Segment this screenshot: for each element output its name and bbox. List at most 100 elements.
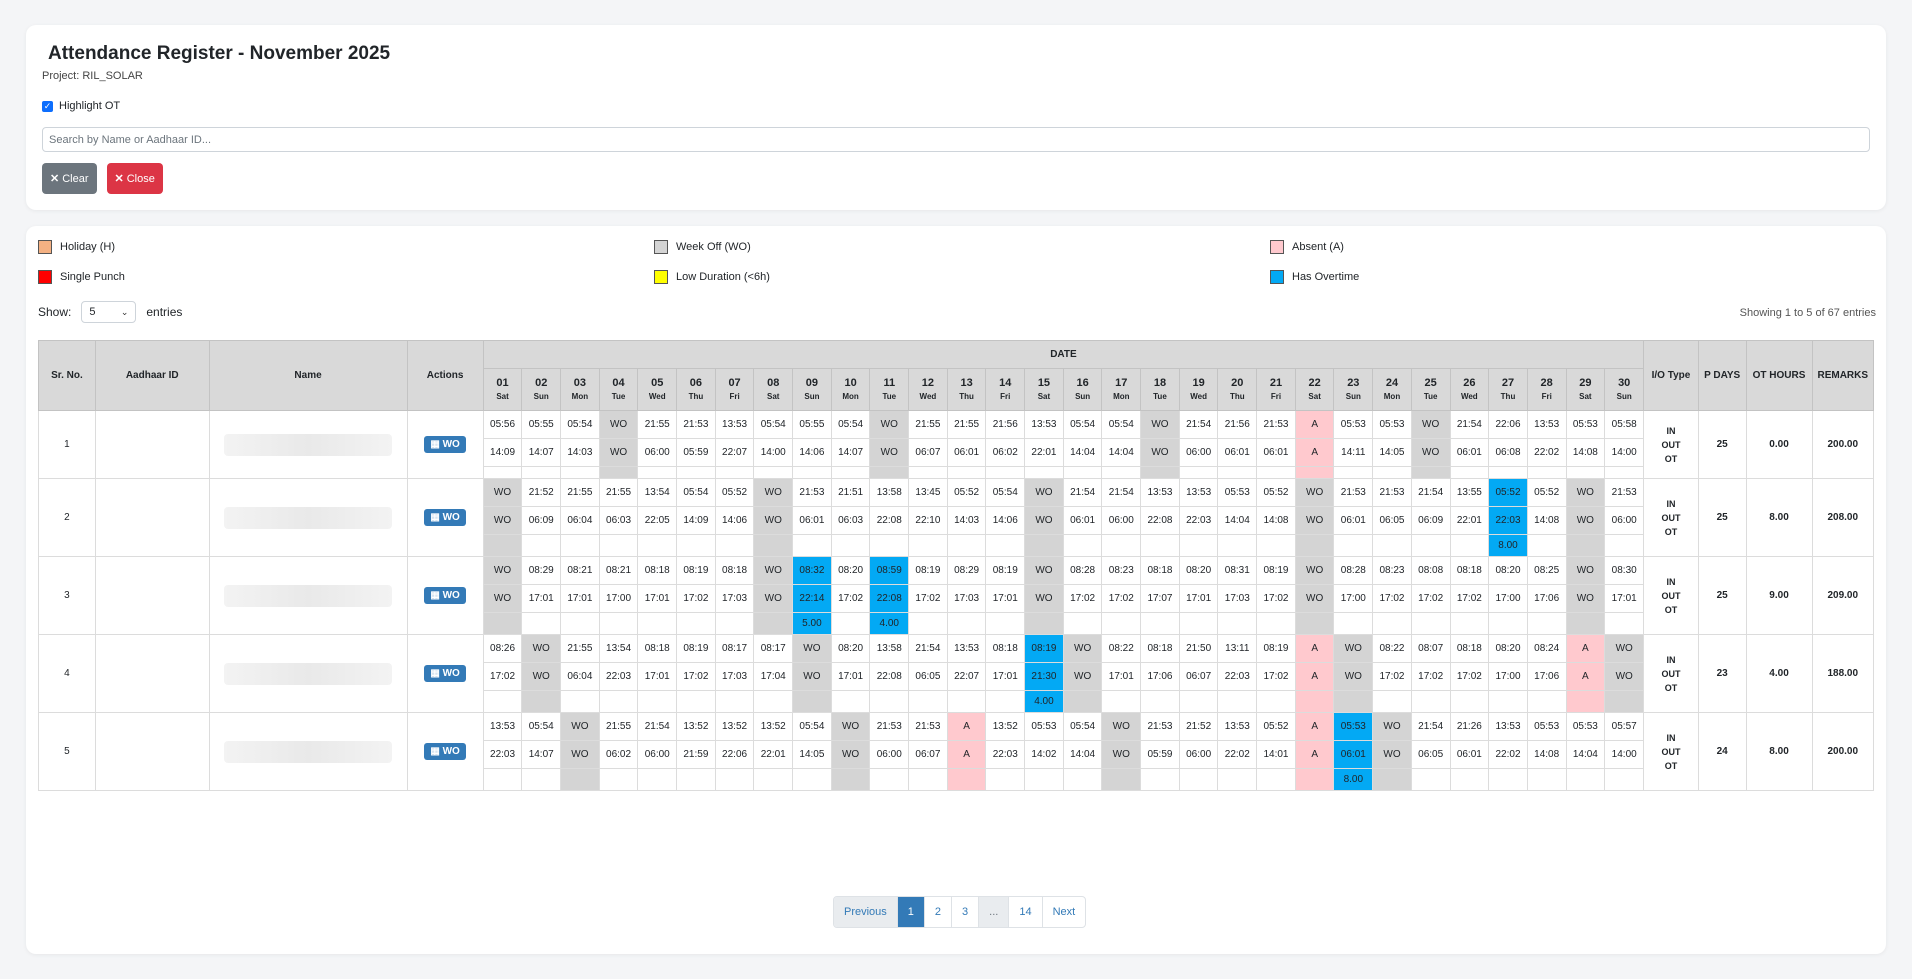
out-time-cell: 06:08	[1488, 438, 1528, 467]
ot-cell	[1604, 612, 1645, 635]
day-number: 14	[999, 376, 1012, 389]
io-type-line: IN	[1666, 732, 1676, 743]
in-time-cell: 13:53	[1140, 478, 1180, 507]
legend-week-off: Week Off (WO)	[654, 240, 751, 254]
out-time-cell: 14:11	[1333, 438, 1374, 467]
in-time-cell: 08:17	[753, 634, 794, 663]
ot-cell	[598, 768, 639, 791]
ot-cell	[792, 534, 832, 557]
day-number: 10	[844, 376, 857, 389]
page-button[interactable]: 1	[896, 897, 924, 927]
out-time-cell: 17:03	[714, 584, 755, 613]
in-time-cell: 05:54	[1101, 410, 1142, 439]
in-time-cell: 21:55	[908, 410, 948, 439]
out-time-cell: 17:03	[946, 584, 987, 613]
ot-cell	[1140, 466, 1180, 479]
highlight-ot-label: Highlight OT	[59, 100, 121, 112]
ot-cell	[1178, 466, 1219, 479]
in-time-cell: 21:51	[830, 478, 871, 507]
ot-cell	[1604, 534, 1645, 557]
name-cell	[208, 556, 408, 635]
out-time-cell: 06:01	[1449, 438, 1490, 467]
in-time-cell: 08:31	[1217, 556, 1258, 585]
out-time-cell: 14:04	[1062, 740, 1103, 769]
page-button[interactable]: 14	[1008, 897, 1041, 927]
legend-swatch	[1270, 270, 1284, 284]
ot-cell	[521, 768, 562, 791]
page-button[interactable]: 3	[951, 897, 978, 927]
header-p-days: P DAYS	[1697, 340, 1747, 411]
ot-cell	[676, 612, 716, 635]
out-time-cell: WO	[1565, 584, 1606, 613]
ot-cell	[1410, 466, 1451, 479]
in-time-cell: WO	[869, 410, 910, 439]
next-button[interactable]: Next	[1041, 897, 1086, 927]
name-redacted	[224, 662, 392, 685]
out-time-cell: WO	[1565, 506, 1606, 535]
ot-cell	[714, 690, 755, 713]
day-weekday: Mon	[842, 391, 859, 401]
day-number: 07	[728, 376, 741, 389]
week-off-button[interactable]: ▦ WO	[424, 665, 466, 682]
in-time-cell: A	[1294, 634, 1335, 663]
out-time-cell: 22:03	[598, 662, 639, 691]
week-off-button[interactable]: ▦ WO	[424, 587, 466, 604]
ot-cell	[1101, 466, 1142, 479]
out-time-cell: 22:14	[792, 584, 832, 613]
in-time-cell: 08:08	[1410, 556, 1451, 585]
in-time-cell: A	[1294, 410, 1335, 439]
in-time-cell: 05:53	[1372, 410, 1412, 439]
out-time-cell: WO	[1333, 662, 1374, 691]
out-time-cell: 06:05	[1410, 740, 1451, 769]
ot-cell	[1565, 534, 1606, 557]
io-type-line: OT	[1664, 604, 1678, 615]
name-cell	[208, 712, 408, 791]
ot-cell	[598, 466, 639, 479]
out-time-cell: 17:02	[1449, 584, 1490, 613]
table-row: 22:03 14:07 WO 06:02 06:00 21:59 22:06 22:01 14:…	[39, 740, 1874, 769]
day-weekday: Fri	[729, 391, 740, 401]
out-time-cell: 06:02	[985, 438, 1026, 467]
ot-cell	[792, 690, 832, 713]
day-weekday: Sun	[1616, 391, 1632, 401]
out-time-cell: WO	[1024, 584, 1064, 613]
ot-cell	[1024, 466, 1064, 479]
week-off-button[interactable]: ▦ WO	[424, 743, 466, 760]
page-button[interactable]: 2	[923, 897, 951, 927]
day-number: 15	[1037, 376, 1051, 389]
close-icon: ✕	[114, 173, 124, 185]
close-button[interactable]: ✕ Close	[106, 163, 163, 194]
ot-cell	[1294, 534, 1335, 557]
page-ellipsis: ...	[978, 897, 1009, 927]
week-off-button[interactable]: ▦ WO	[424, 509, 466, 526]
day-header: 16 Sun	[1062, 368, 1103, 411]
day-header: 05 Wed	[637, 368, 678, 411]
io-type-line: IN	[1666, 576, 1676, 587]
search-input[interactable]	[42, 127, 1870, 152]
clear-button[interactable]: ✕ Clear	[42, 163, 97, 194]
ot-hours-cell: 8.00	[1745, 478, 1813, 557]
out-time-cell: WO	[521, 662, 562, 691]
day-weekday: Sun	[1075, 391, 1091, 401]
out-time-cell: 14:08	[1526, 506, 1567, 535]
out-time-cell: 06:00	[869, 740, 910, 769]
week-off-button[interactable]: ▦ WO	[424, 436, 466, 453]
out-time-cell: 14:00	[753, 438, 794, 467]
ot-cell	[482, 534, 523, 557]
out-time-cell: WO	[869, 438, 910, 467]
check-icon[interactable]: ✓	[42, 100, 53, 112]
entries-select[interactable]: 5 ⌄	[81, 301, 137, 323]
in-time-cell: 08:26	[482, 634, 523, 663]
out-time-cell: 17:00	[1488, 662, 1528, 691]
name-redacted	[224, 584, 392, 607]
highlight-ot-toggle[interactable]: ✓ Highlight OT	[42, 100, 120, 112]
day-number: 26	[1463, 376, 1476, 389]
in-time-cell: 21:26	[1449, 712, 1490, 741]
previous-button[interactable]: Previous	[834, 897, 897, 927]
table-row: 5.00 4.00	[39, 612, 1874, 635]
out-time-cell: 06:07	[908, 438, 948, 467]
aadhaar-cell	[94, 410, 210, 479]
in-time-cell: WO	[753, 556, 794, 585]
out-time-cell: 17:03	[1217, 584, 1258, 613]
ot-cell	[1449, 466, 1490, 479]
